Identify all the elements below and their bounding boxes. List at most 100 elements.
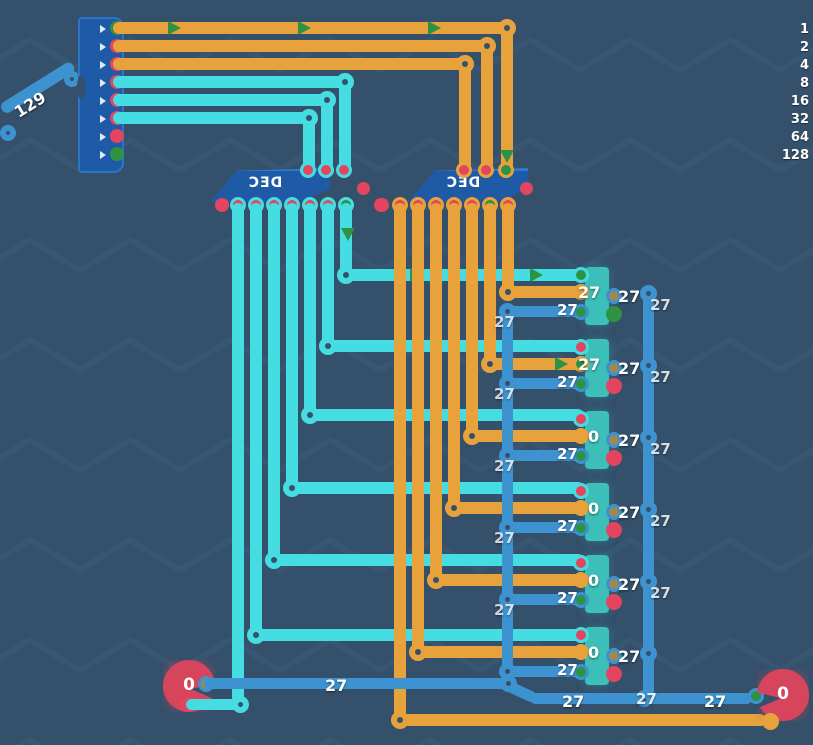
data-line-7-h[interactable]	[394, 714, 766, 726]
writeback-joint-2[interactable]	[499, 375, 516, 392]
joint-orange-bit4[interactable]	[456, 55, 474, 73]
data-line-6-h[interactable]	[412, 646, 584, 658]
data-line-3-h[interactable]	[466, 430, 584, 442]
dec-right-aux[interactable]	[520, 182, 533, 195]
bus-orange-bit2-down[interactable]	[481, 40, 493, 170]
dec-left-in-2[interactable]	[318, 162, 334, 178]
bus-cyan-bit8-down[interactable]	[339, 76, 351, 172]
bottom-bus-joint-a[interactable]	[500, 675, 517, 692]
data-joint-6[interactable]	[409, 643, 427, 661]
cell-1-out-port[interactable]	[606, 288, 622, 304]
data-line-4-h[interactable]	[448, 502, 584, 514]
bus-cyan-bit16[interactable]	[113, 94, 329, 106]
bus-cyan-bit32-down[interactable]	[303, 112, 315, 172]
cell-6-write-port[interactable]	[573, 664, 589, 680]
input-wire-joint-start[interactable]	[0, 125, 16, 141]
sel-line-2-v[interactable]	[322, 203, 334, 349]
cell-4-write-port[interactable]	[573, 520, 589, 536]
sel-line-4-v[interactable]	[286, 203, 298, 488]
cell-4-data-port[interactable]	[573, 500, 589, 516]
data-line-2-v[interactable]	[484, 203, 496, 363]
cell-1-sel-port[interactable]	[573, 267, 589, 283]
cell-5-write-port[interactable]	[573, 592, 589, 608]
dec-right-in-2[interactable]	[478, 162, 494, 178]
io-right-lower-port[interactable]	[762, 713, 779, 730]
bus-cyan-bit16-down[interactable]	[321, 94, 333, 172]
joint-cyan-bit32[interactable]	[300, 109, 318, 127]
sel-line-3-h[interactable]	[304, 409, 584, 421]
cell-1-data-port[interactable]	[573, 284, 589, 300]
data-line-5-v[interactable]	[430, 203, 442, 579]
joint-cyan-bit8[interactable]	[336, 73, 354, 91]
sel-joint-5[interactable]	[265, 551, 283, 569]
writeback-h-6[interactable]	[502, 666, 584, 677]
dec-right-out-0[interactable]	[375, 198, 389, 212]
cell-5-data-port[interactable]	[573, 572, 589, 588]
cell-5-sel-port[interactable]	[573, 555, 589, 571]
data-joint-2[interactable]	[481, 355, 499, 373]
joint-orange-bit2[interactable]	[478, 37, 496, 55]
data-line-4-v[interactable]	[448, 203, 460, 507]
read-bus-joint-4[interactable]	[640, 501, 657, 518]
joint-orange-bit1[interactable]	[498, 19, 516, 37]
dec-left-in-3[interactable]	[336, 162, 352, 178]
cell-4-sel-port[interactable]	[573, 483, 589, 499]
writeback-joint-3[interactable]	[499, 447, 516, 464]
sel-line-1-h[interactable]	[340, 269, 584, 281]
read-bus-joint-3[interactable]	[640, 429, 657, 446]
cell-3-data-port[interactable]	[573, 428, 589, 444]
read-bus-joint-1[interactable]	[640, 285, 657, 302]
cell-6-sel-port[interactable]	[573, 627, 589, 643]
read-bus-joint-2[interactable]	[640, 357, 657, 374]
bottom-bus-riser-tail[interactable]	[643, 680, 654, 700]
data-joint-1[interactable]	[499, 283, 517, 301]
data-line-3-v[interactable]	[466, 203, 478, 435]
cell-2-out-port[interactable]	[606, 360, 622, 376]
cell-2-write-port[interactable]	[573, 376, 589, 392]
cell-6-out-port[interactable]	[606, 648, 622, 664]
data-joint-7[interactable]	[391, 711, 409, 729]
data-line-2-h[interactable]	[484, 358, 584, 370]
data-line-7-v[interactable]	[394, 203, 406, 718]
memory-cell-4[interactable]	[585, 483, 609, 541]
io-left-elbow-joint[interactable]	[232, 696, 249, 713]
cell-2-sel-port[interactable]	[573, 339, 589, 355]
cell-3-out-port[interactable]	[606, 432, 622, 448]
data-joint-5[interactable]	[427, 571, 445, 589]
sel-joint-1[interactable]	[337, 266, 355, 284]
bus-orange-bit2[interactable]	[113, 40, 487, 52]
bus-cyan-bit32[interactable]	[113, 112, 309, 124]
sel-line-6-v[interactable]	[250, 203, 262, 635]
cell-3-sel-port[interactable]	[573, 411, 589, 427]
memory-cell-2[interactable]	[585, 339, 609, 397]
sel-line-5-h[interactable]	[268, 554, 584, 566]
bus-orange-bit1-down[interactable]	[501, 22, 513, 170]
data-joint-3[interactable]	[463, 427, 481, 445]
sel-line-5-v[interactable]	[268, 203, 280, 560]
bus-orange-bit4-down[interactable]	[459, 58, 471, 170]
dec-left-out-0[interactable]	[215, 198, 229, 212]
sel-line-1-v[interactable]	[340, 203, 352, 279]
memory-cell-1[interactable]	[585, 267, 609, 325]
cell-6-data-port[interactable]	[573, 644, 589, 660]
memory-cell-6[interactable]	[585, 627, 609, 685]
cell-1-write-port[interactable]	[573, 304, 589, 320]
io-left-elbow-h[interactable]	[186, 699, 242, 710]
writeback-h-4[interactable]	[502, 522, 584, 533]
read-bus-vertical[interactable]	[643, 288, 654, 688]
bit-port-128[interactable]	[110, 147, 124, 161]
memory-cell-3[interactable]	[585, 411, 609, 469]
bit-port-64[interactable]	[110, 129, 124, 143]
data-joint-4[interactable]	[445, 499, 463, 517]
cell-2-data-port[interactable]	[573, 356, 589, 372]
data-line-1-h[interactable]	[502, 286, 584, 298]
sel-line-7-v[interactable]	[232, 203, 244, 703]
sel-joint-6[interactable]	[247, 626, 265, 644]
data-line-6-v[interactable]	[412, 203, 424, 651]
sel-joint-3[interactable]	[301, 406, 319, 424]
dec-left-in-1[interactable]	[300, 162, 316, 178]
writeback-joint-4[interactable]	[499, 519, 516, 536]
sel-line-3-v[interactable]	[304, 203, 316, 415]
read-bus-joint-6[interactable]	[640, 645, 657, 662]
